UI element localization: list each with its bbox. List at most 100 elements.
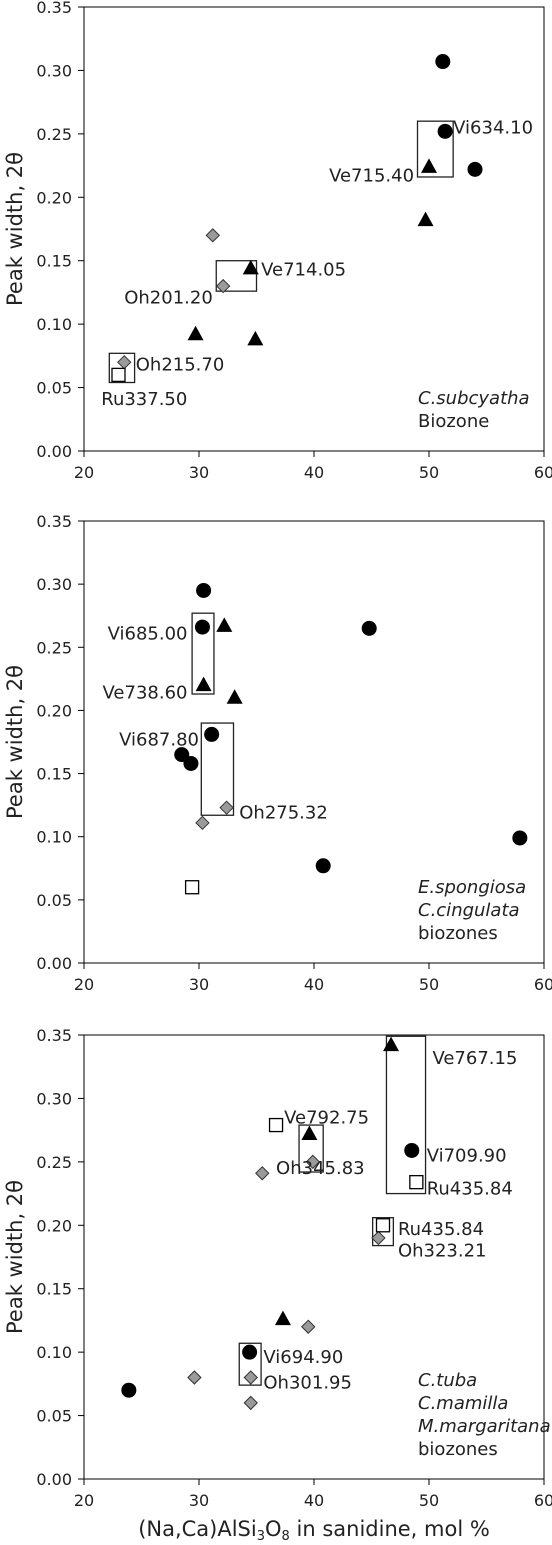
x-tick-label: 20	[74, 975, 94, 994]
sample-label: Ru435.84	[398, 1219, 484, 1240]
y-tick-label: 0.30	[36, 61, 72, 80]
point-circle	[242, 1344, 258, 1360]
point-circle	[437, 123, 453, 139]
y-axis-label: Peak width, 2θ	[3, 152, 27, 306]
y-tick-label: 0.15	[36, 1280, 72, 1299]
sample-label: Ve792.75	[284, 1107, 369, 1128]
point-circle	[204, 726, 220, 742]
point-diamond	[301, 1319, 316, 1334]
point-square	[184, 880, 200, 895]
sample-label: Oh275.32	[239, 803, 328, 824]
plot-frame	[83, 6, 545, 452]
y-tick-label: 0.20	[36, 701, 72, 720]
point-circle	[467, 161, 483, 177]
sample-label: Vi694.90	[263, 1347, 343, 1368]
y-tick-label: 0.35	[36, 1026, 72, 1045]
point-triangle	[187, 325, 204, 341]
y-tick-label: 0.15	[36, 765, 72, 784]
group-box	[215, 260, 258, 292]
x-tick-label: 40	[304, 1491, 324, 1510]
sample-label: Vi634.10	[453, 118, 533, 139]
biozone-annotation: biozones	[418, 923, 498, 944]
point-diamond	[305, 1154, 321, 1170]
x-tick-label: 60	[534, 463, 552, 482]
point-circle	[512, 830, 528, 846]
y-tick-label: 0.10	[36, 828, 72, 847]
biozone-annotation: C.tuba	[418, 1370, 477, 1391]
group-box	[416, 120, 454, 178]
point-diamond	[371, 1230, 386, 1246]
sample-label: Oh323.21	[398, 1241, 487, 1262]
point-diamond	[215, 278, 231, 294]
point-circle	[404, 1142, 420, 1158]
point-triangle	[195, 676, 212, 692]
point-circle	[435, 54, 451, 70]
group-box	[298, 1124, 324, 1173]
sample-label: Ve715.40	[329, 166, 414, 187]
sample-label: Oh345.83	[276, 1158, 365, 1179]
sample-label: Ve714.05	[261, 260, 346, 281]
point-circle	[361, 620, 377, 636]
point-diamond	[195, 815, 210, 831]
sample-label: Ru435.84	[427, 1178, 513, 1199]
y-tick-label: 0.20	[36, 188, 72, 207]
sample-label: Oh215.70	[136, 355, 225, 376]
biozone-annotation: E.spongiosa	[418, 877, 526, 898]
point-square	[409, 1175, 424, 1190]
point-diamond	[243, 1370, 258, 1385]
sample-label: Vi685.00	[108, 623, 188, 644]
group-box	[371, 1217, 394, 1247]
sample-label: Ru337.50	[101, 389, 187, 410]
point-triangle	[247, 330, 264, 346]
point-square	[375, 1218, 391, 1233]
y-tick-label: 0.35	[36, 512, 72, 531]
y-tick-label: 0.00	[36, 954, 72, 973]
point-triangle	[417, 211, 434, 227]
sample-label: Oh201.20	[124, 288, 213, 309]
sample-label: Vi687.80	[119, 729, 199, 750]
point-circle	[194, 619, 210, 635]
point-triangle	[226, 689, 243, 704]
point-triangle	[421, 158, 437, 173]
y-tick-label: 0.30	[36, 575, 72, 594]
x-tick-label: 30	[189, 463, 209, 482]
point-diamond	[243, 1395, 258, 1411]
x-axis-label: (Na,Ca)AlSi3O8 in sanidine, mol %	[138, 1517, 490, 1544]
point-triangle	[242, 259, 259, 275]
point-triangle	[301, 1125, 318, 1140]
y-tick-label: 0.30	[36, 1089, 72, 1108]
x-tick-label: 50	[419, 463, 439, 482]
panel-2: 20 30 40 50 60 0.00 0.05 0.10 0.15 0.20 0.25 0.30 0.…	[3, 512, 552, 994]
point-circle	[121, 1382, 137, 1398]
point-circle	[315, 858, 331, 874]
x-tick-label: 20	[74, 463, 94, 482]
group-box	[238, 1342, 262, 1386]
y-tick-label: 0.05	[36, 379, 72, 398]
point-circle	[183, 755, 199, 771]
point-triangle	[274, 1310, 291, 1326]
x-tick-label: 40	[304, 975, 324, 994]
x-tick-label: 40	[304, 463, 324, 482]
y-tick-label: 0.20	[36, 1216, 72, 1235]
biozone-annotation: C.subcyatha	[418, 388, 530, 409]
y-tick-label: 0.10	[36, 1343, 72, 1362]
point-diamond	[219, 800, 234, 815]
group-box	[200, 722, 235, 816]
x-tick-label: 30	[189, 975, 209, 994]
point-square	[268, 1117, 284, 1133]
y-tick-label: 0.35	[36, 0, 72, 17]
biozone-annotation: biozones	[418, 1439, 498, 1460]
y-axis-label: Peak width, 2θ	[3, 1180, 27, 1334]
y-tick-label: 0.15	[36, 252, 72, 271]
point-diamond	[187, 1370, 202, 1385]
biozone-annotation: C.mamilla	[418, 1393, 508, 1414]
x-tick-label: 50	[419, 1491, 439, 1510]
y-tick-label: 0.00	[36, 1470, 72, 1489]
y-tick-label: 0.05	[36, 891, 72, 910]
y-tick-label: 0.00	[36, 442, 72, 461]
x-tick-label: 60	[534, 975, 552, 994]
point-triangle	[383, 1036, 400, 1052]
group-box	[191, 612, 215, 695]
point-diamond	[255, 1166, 270, 1181]
